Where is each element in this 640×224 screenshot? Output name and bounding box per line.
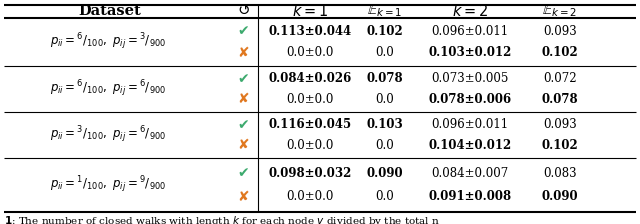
Text: 0.0: 0.0 xyxy=(376,190,394,203)
Text: 0.084±0.026: 0.084±0.026 xyxy=(268,72,351,85)
Text: ✔: ✔ xyxy=(237,166,249,180)
Text: 0.102: 0.102 xyxy=(541,46,579,59)
Text: $\mathbb{E}_{k=2}$: $\mathbb{E}_{k=2}$ xyxy=(542,2,578,19)
Text: 0.0: 0.0 xyxy=(376,46,394,59)
Text: $k=2$: $k=2$ xyxy=(452,2,488,19)
Text: 0.0±0.0: 0.0±0.0 xyxy=(286,139,333,152)
Text: ✘: ✘ xyxy=(237,45,249,60)
Text: 0.102: 0.102 xyxy=(367,25,403,38)
Text: 0.093: 0.093 xyxy=(543,118,577,131)
Text: $p_{ii} = {}^{3}/_{100},$ $p_{ij} = {}^{6}/_{900}$: $p_{ii} = {}^{3}/_{100},$ $p_{ij} = {}^{… xyxy=(50,125,166,145)
Text: 0.078: 0.078 xyxy=(541,93,579,106)
Text: ✔: ✔ xyxy=(237,24,249,39)
Text: ✔: ✔ xyxy=(237,72,249,86)
Text: 0.0±0.0: 0.0±0.0 xyxy=(286,93,333,106)
Text: $p_{ii} = {}^{1}/_{100},$ $p_{ij} = {}^{9}/_{900}$: $p_{ii} = {}^{1}/_{100},$ $p_{ij} = {}^{… xyxy=(50,175,166,195)
Text: 0.091±0.008: 0.091±0.008 xyxy=(428,190,511,203)
Text: 0.103±0.012: 0.103±0.012 xyxy=(428,46,512,59)
Text: 0.078: 0.078 xyxy=(367,72,403,85)
Text: 0.116±0.045: 0.116±0.045 xyxy=(268,118,351,131)
Text: 0.093: 0.093 xyxy=(543,25,577,38)
Text: 0.090: 0.090 xyxy=(541,190,579,203)
Text: $k=1$: $k=1$ xyxy=(292,2,328,19)
Text: 0.073±0.005: 0.073±0.005 xyxy=(431,72,509,85)
Text: 0.096±0.011: 0.096±0.011 xyxy=(431,118,509,131)
Text: ✘: ✘ xyxy=(237,92,249,106)
Text: 0.0: 0.0 xyxy=(376,139,394,152)
Text: 0.090: 0.090 xyxy=(367,167,403,180)
Text: $\mathbf{1}$: The number of closed walks with length $k$ for each node $v$ divid: $\mathbf{1}$: The number of closed walks… xyxy=(4,214,440,224)
Text: 0.103: 0.103 xyxy=(367,118,403,131)
Text: 0.098±0.032: 0.098±0.032 xyxy=(268,167,352,180)
Text: $p_{ii} = {}^{6}/_{100},$ $p_{ij} = {}^{3}/_{900}$: $p_{ii} = {}^{6}/_{100},$ $p_{ij} = {}^{… xyxy=(50,32,166,52)
Text: $\circlearrowleft$: $\circlearrowleft$ xyxy=(235,3,252,18)
Text: 0.084±0.007: 0.084±0.007 xyxy=(431,167,509,180)
Text: $\mathbb{E}_{k=1}$: $\mathbb{E}_{k=1}$ xyxy=(367,2,403,19)
Text: 0.072: 0.072 xyxy=(543,72,577,85)
Text: 0.102: 0.102 xyxy=(541,139,579,152)
Text: ✘: ✘ xyxy=(237,190,249,204)
Text: Dataset: Dataset xyxy=(78,4,141,17)
Text: 0.083: 0.083 xyxy=(543,167,577,180)
Text: ✔: ✔ xyxy=(237,118,249,132)
Text: $p_{ii} = {}^{6}/_{100},$ $p_{ij} = {}^{6}/_{900}$: $p_{ii} = {}^{6}/_{100},$ $p_{ij} = {}^{… xyxy=(50,79,166,99)
Text: 0.104±0.012: 0.104±0.012 xyxy=(428,139,511,152)
Text: 0.0±0.0: 0.0±0.0 xyxy=(286,46,333,59)
Text: 0.096±0.011: 0.096±0.011 xyxy=(431,25,509,38)
Text: 0.113±0.044: 0.113±0.044 xyxy=(268,25,351,38)
Text: 0.078±0.006: 0.078±0.006 xyxy=(428,93,511,106)
Text: ✘: ✘ xyxy=(237,138,249,152)
Text: 0.0: 0.0 xyxy=(376,93,394,106)
Text: 0.0±0.0: 0.0±0.0 xyxy=(286,190,333,203)
